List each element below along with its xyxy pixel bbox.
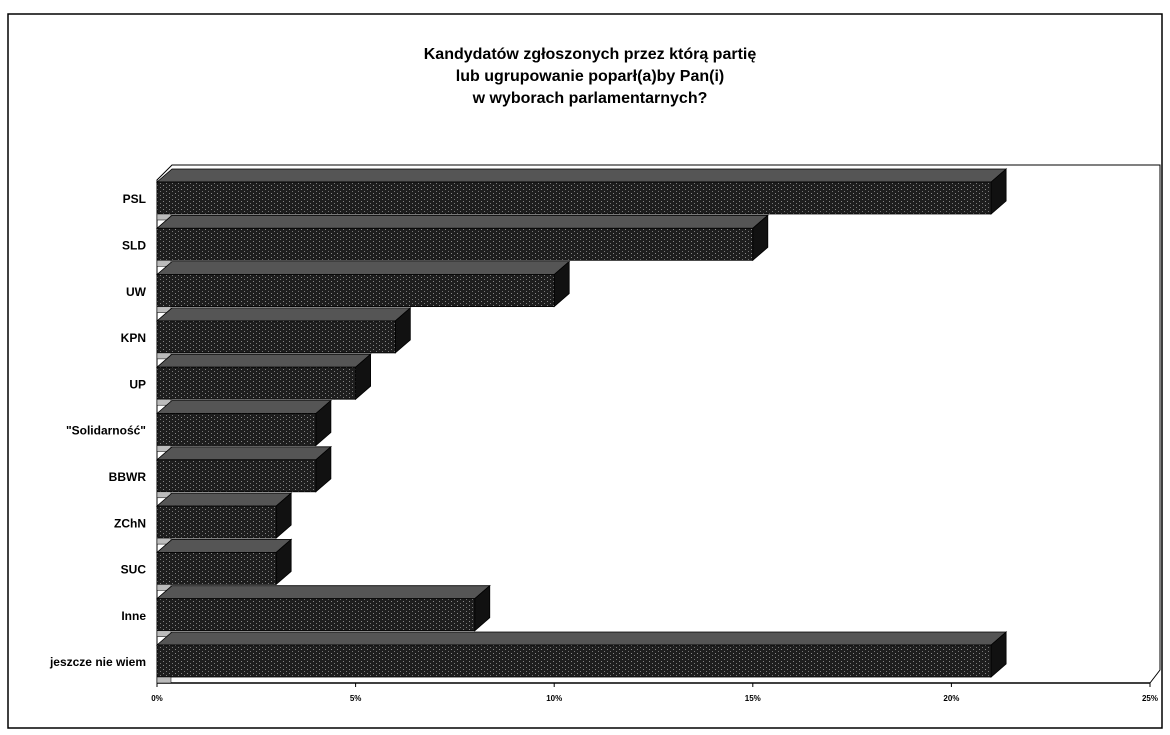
frame — [7, 13, 1163, 729]
x-tick-label: 20% — [943, 694, 959, 703]
y-tick-label: KPN — [121, 331, 146, 345]
bar-top — [155, 400, 332, 414]
y-tick-label: SUC — [121, 563, 147, 577]
bar — [156, 505, 277, 539]
bar-top — [155, 353, 372, 368]
x-tick-label: 5% — [350, 694, 362, 703]
y-tick-label: "Solidarność" — [66, 424, 146, 438]
bar — [156, 320, 396, 354]
bar-top — [155, 492, 293, 507]
bar — [156, 181, 992, 215]
y-tick-label: BBWR — [109, 470, 147, 484]
bar-top — [155, 585, 491, 600]
bar-base — [156, 676, 172, 684]
bar — [156, 227, 754, 261]
bar-top — [155, 168, 1008, 183]
bar-top — [155, 446, 332, 461]
y-tick-label: PSL — [123, 192, 146, 206]
bar — [156, 274, 555, 308]
x-tick-label: 25% — [1142, 694, 1158, 703]
bar-top — [155, 307, 412, 322]
bar — [156, 552, 277, 585]
bar — [156, 644, 992, 678]
x-tick-label: 0% — [151, 694, 163, 703]
y-tick-label: Inne — [121, 609, 146, 623]
bar-top — [155, 539, 293, 553]
x-tick-label: 10% — [546, 694, 562, 703]
x-tick-label: 15% — [745, 694, 761, 703]
chart-title: Kandydatów zgłoszonych przez którą parti… — [424, 46, 757, 63]
chart-title: lub ugrupowanie poparł(a)by Pan(i) — [456, 68, 724, 85]
bar-top — [155, 631, 1008, 646]
y-tick-label: UW — [126, 285, 147, 299]
y-tick-label: jeszcze nie wiem — [49, 655, 146, 669]
bar — [156, 366, 357, 400]
chart-title: w wyborach parlamentarnych? — [472, 90, 708, 107]
y-tick-label: ZChN — [114, 516, 146, 530]
bar — [156, 459, 317, 493]
bar-top — [155, 261, 571, 276]
y-tick-label: UP — [129, 377, 146, 391]
bar-top — [155, 214, 769, 229]
bar — [156, 413, 317, 446]
y-tick-label: SLD — [122, 238, 146, 252]
bar — [156, 598, 476, 632]
